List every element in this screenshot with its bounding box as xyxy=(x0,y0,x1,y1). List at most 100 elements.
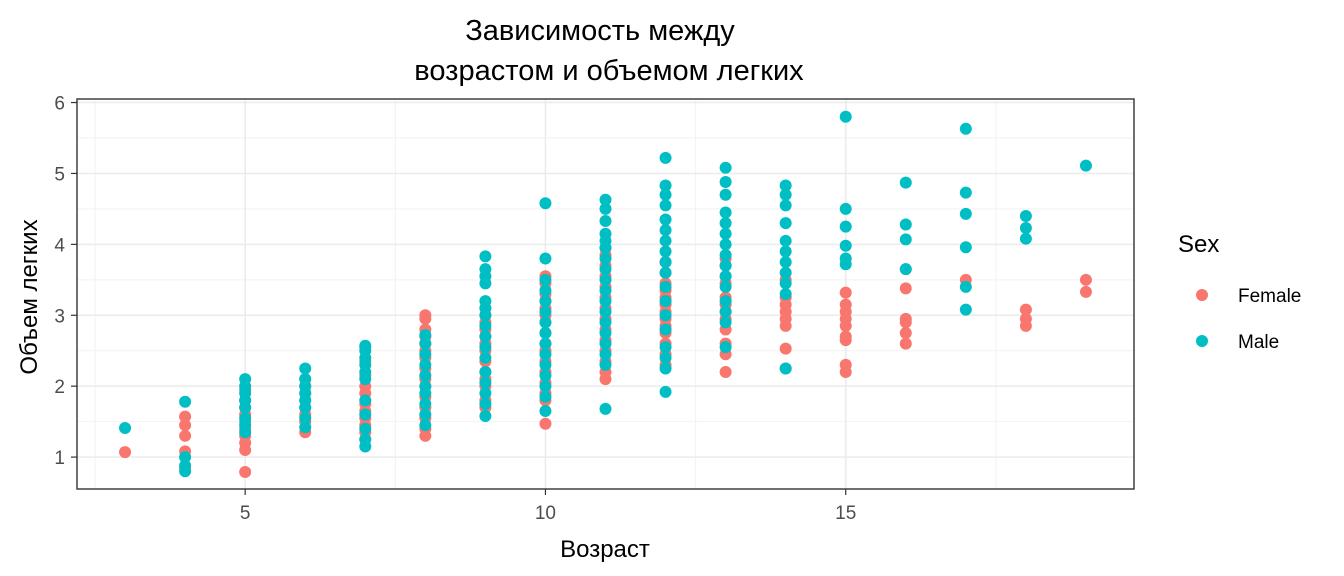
point-male xyxy=(299,373,312,386)
point-male xyxy=(659,323,672,336)
point-male xyxy=(659,199,672,212)
point-female xyxy=(899,327,912,339)
point-male xyxy=(599,273,612,286)
x-tick-label: 5 xyxy=(240,503,251,524)
point-male xyxy=(839,220,852,233)
point-male xyxy=(959,241,972,254)
point-male xyxy=(179,451,192,464)
point-female xyxy=(179,410,192,423)
point-male xyxy=(719,280,732,293)
x-tick-label: 15 xyxy=(835,503,856,524)
point-male xyxy=(899,233,912,246)
point-male xyxy=(179,395,192,408)
point-male xyxy=(359,433,372,446)
point-male xyxy=(839,202,852,215)
point-male xyxy=(119,422,132,435)
point-female xyxy=(1019,312,1032,325)
point-male xyxy=(719,305,732,318)
point-male xyxy=(419,397,432,410)
point-male xyxy=(599,214,612,227)
point-male xyxy=(419,348,432,361)
point-male xyxy=(539,327,552,339)
point-male xyxy=(359,339,372,352)
point-male xyxy=(659,256,672,269)
point-male xyxy=(719,217,732,230)
point-male xyxy=(719,206,732,219)
point-female xyxy=(839,330,852,343)
point-male xyxy=(599,263,612,276)
point-male xyxy=(419,419,432,432)
point-male xyxy=(599,284,612,297)
point-male xyxy=(539,284,552,297)
x-axis-title: Возраст xyxy=(560,536,650,563)
point-male xyxy=(659,362,672,375)
point-male xyxy=(419,369,432,382)
point-male xyxy=(479,366,492,378)
point-male xyxy=(179,459,192,472)
point-female xyxy=(239,465,252,478)
point-male xyxy=(659,309,672,322)
point-male xyxy=(659,341,672,354)
point-male xyxy=(719,270,732,283)
point-female xyxy=(179,419,192,432)
point-male xyxy=(599,402,612,415)
point-male xyxy=(419,408,432,421)
legend-label-female: Female xyxy=(1238,286,1301,307)
point-male xyxy=(479,351,492,364)
point-male xyxy=(599,202,612,215)
point-male xyxy=(959,122,972,135)
point-male xyxy=(779,266,792,279)
point-male xyxy=(659,351,672,364)
point-male xyxy=(779,199,792,212)
y-tick-label: 2 xyxy=(54,377,65,398)
series-male xyxy=(119,110,1092,478)
y-tick-label: 6 xyxy=(54,94,65,115)
y-tick-label: 1 xyxy=(54,448,65,469)
y-axis-title: Объем легких xyxy=(16,219,43,374)
point-male xyxy=(539,252,552,265)
point-male xyxy=(359,394,372,407)
legend-label-male: Male xyxy=(1238,332,1279,353)
point-male xyxy=(419,380,432,393)
point-male xyxy=(479,319,492,332)
point-male xyxy=(479,250,492,263)
point-male xyxy=(599,316,612,329)
point-male xyxy=(719,175,732,188)
point-male xyxy=(479,341,492,354)
point-male xyxy=(659,234,672,247)
point-male xyxy=(539,358,552,371)
point-male xyxy=(719,249,732,261)
point-male xyxy=(419,358,432,371)
point-male xyxy=(779,217,792,230)
point-male xyxy=(899,263,912,276)
point-male xyxy=(719,341,732,354)
point-male xyxy=(539,197,552,210)
point-male xyxy=(539,390,552,403)
point-male xyxy=(479,295,492,308)
point-male xyxy=(779,179,792,192)
point-male xyxy=(599,252,612,265)
point-male xyxy=(239,373,252,386)
point-male xyxy=(479,387,492,400)
point-male xyxy=(539,305,552,318)
point-male xyxy=(719,295,732,308)
point-male xyxy=(599,348,612,361)
point-male xyxy=(839,110,852,123)
point-female xyxy=(899,337,912,350)
point-female xyxy=(119,446,132,459)
panel-border xyxy=(76,98,1135,490)
point-male xyxy=(719,161,732,174)
point-male xyxy=(899,176,912,189)
point-male xyxy=(719,259,732,272)
legend-key-male xyxy=(1196,335,1208,347)
point-male xyxy=(539,405,552,417)
point-female xyxy=(779,342,792,355)
point-male xyxy=(299,362,312,375)
point-female xyxy=(179,429,192,442)
point-male xyxy=(599,227,612,240)
point-male xyxy=(719,238,732,251)
point-female xyxy=(1019,303,1032,316)
point-male xyxy=(659,245,672,258)
point-male xyxy=(599,327,612,339)
